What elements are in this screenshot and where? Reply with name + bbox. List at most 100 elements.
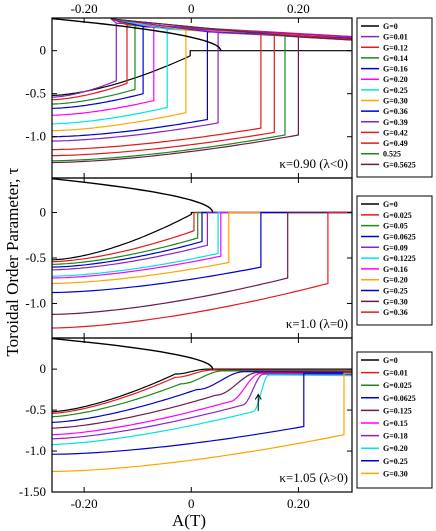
legend-label: G=0.025 [383, 211, 412, 220]
y-tick-label: -0.5 [25, 402, 46, 417]
legend-label: G=0 [383, 200, 398, 209]
legend-label: G=0.16 [383, 265, 408, 274]
legend-label: G=0.09 [383, 243, 408, 252]
legend-label: G=0.25 [383, 287, 408, 296]
legend-label: G=0.20 [383, 75, 408, 84]
legend-label: G=0.20 [383, 276, 408, 285]
parabola-curve [52, 338, 214, 370]
series-line-G0.39 [52, 31, 352, 142]
series-line-G0.25 [52, 211, 352, 294]
y-tick-label: -1.0 [25, 443, 46, 458]
y-tick-label: -0.5 [25, 250, 46, 265]
series-line-G0.25 [52, 28, 352, 125]
legend-label: G=0.39 [383, 118, 408, 127]
y-axis-title: Toroidal Order Parameter, τ [3, 167, 22, 356]
x-axis-title: A(T) [172, 511, 206, 530]
series-line-G0.20 [52, 26, 352, 116]
legend-label: G=0.14 [383, 54, 408, 63]
legend-label: G=0.25 [383, 86, 408, 95]
series-line-G0.09 [52, 211, 352, 271]
legend-label: G=0.18 [383, 432, 408, 441]
series-line-G0.12 [52, 24, 352, 101]
series-line-G0.16 [52, 211, 352, 279]
legend-label: G=0.36 [383, 107, 408, 116]
x-tick-label-bottom: 0.20 [287, 496, 310, 511]
panel-annotation: κ=0.90 (λ<0) [279, 156, 348, 171]
parabola-curve [52, 178, 214, 213]
legend-label: G=0.30 [383, 97, 408, 106]
panel-lines [52, 178, 352, 329]
series-line-G0.01 [52, 22, 352, 98]
legend-label: G=0.12 [383, 43, 408, 52]
legend-label: G=0 [383, 22, 398, 31]
y-tick-label: 0 [40, 361, 47, 376]
legend-box [356, 195, 433, 326]
series-line-G0.15 [52, 372, 352, 436]
series-line-G0.25 [52, 372, 352, 455]
legend-label: G=0.5625 [383, 160, 416, 169]
x-tick-label-bottom: 0 [188, 496, 195, 511]
series-line-0.525 [52, 35, 352, 162]
series-line-G0.01 [52, 369, 352, 414]
x-tick-label-top: 0.20 [287, 1, 310, 16]
y-tick-label: -0.5 [25, 86, 46, 101]
legend-label: G=0.01 [383, 33, 408, 42]
x-tick-label-bottom: -0.20 [71, 496, 98, 511]
legend-label: G=0.49 [383, 139, 408, 148]
series-line-G0.36 [52, 31, 352, 138]
legend-label: G=0.30 [383, 297, 408, 306]
series-line-G0.0625 [52, 370, 352, 423]
parabola-curve [52, 18, 222, 51]
y-tick-label: 0 [40, 43, 47, 58]
panel-annotation: κ=1.05 (λ>0) [279, 470, 348, 485]
y-tick-label: -1.50 [19, 484, 46, 499]
y-tick-label: -1.0 [25, 129, 46, 144]
y-tick-label: 0 [40, 205, 47, 220]
legend: G=0 G=0.01G=0.12 G=0.14 G=0.16G=0.20 G=0.25 G… [356, 17, 433, 178]
series-line-G0.30 [52, 211, 352, 315]
legend-box [356, 351, 433, 489]
legend-label: G=0.16 [383, 65, 408, 74]
series-line-G0.30 [52, 29, 352, 132]
panel-frame [51, 337, 353, 493]
legend-label: G=0.20 [383, 444, 408, 453]
legend-label: G=0.36 [383, 308, 408, 317]
series-line-G0.18 [52, 373, 352, 440]
series-line-G0.36 [52, 211, 352, 329]
legend-label: G=0 [383, 356, 398, 365]
legend-label: G=0.30 [383, 469, 408, 478]
legend-label: G=0.1225 [383, 254, 416, 263]
legend-label: 0.525 [383, 150, 401, 159]
series-line-G0.20 [52, 211, 352, 285]
series-line-G0.125 [52, 371, 352, 429]
panel-annotation: κ=1.0 (λ=0) [286, 316, 348, 331]
series-line-G0.5625 [52, 36, 352, 164]
panel-frame [51, 177, 353, 339]
series-line-G0.49 [52, 34, 352, 157]
panel-lines [52, 18, 352, 164]
series-line-G0 [52, 368, 352, 413]
series-line-G0 [52, 50, 352, 96]
x-tick-label-top: 0 [188, 1, 195, 16]
legend-label: G=0.025 [383, 381, 412, 390]
fan-line [110, 18, 299, 38]
legend-label: G=0.42 [383, 128, 408, 137]
panel-3: 0 -0.5 -1.0 -1.50 κ=1.05 (λ>0) G=0 G=0.01 G=0.0… [19, 337, 433, 499]
series-line-G0.30 [52, 372, 352, 473]
series-line-G0 [52, 211, 352, 261]
legend-label: G=0.01 [383, 369, 408, 378]
series-line-G0.025 [52, 211, 352, 263]
panel-2: 0-0.5-1.0κ=1.0 (λ=0)G=0G=0.025G=0.05G=0.… [25, 177, 433, 339]
legend-label: G=0.05 [383, 222, 408, 231]
y-tick-label: -1.0 [25, 295, 46, 310]
legend-label: G=0.0625 [383, 232, 416, 241]
series-line-G0.42 [52, 32, 352, 151]
panel-1: 0 -0.5 -1.0 κ=0.90 (λ<0) G=0 G=0.01G=0.12 G=0.… [25, 17, 433, 179]
legend-label: G=0.125 [383, 406, 412, 415]
series-line-G0.05 [52, 211, 352, 265]
x-tick-label-top: -0.20 [71, 1, 98, 16]
series-line-G0.16 [52, 25, 352, 109]
series-line-G0.025 [52, 370, 352, 418]
arrow-head [254, 393, 262, 400]
panel-lines [52, 338, 352, 473]
